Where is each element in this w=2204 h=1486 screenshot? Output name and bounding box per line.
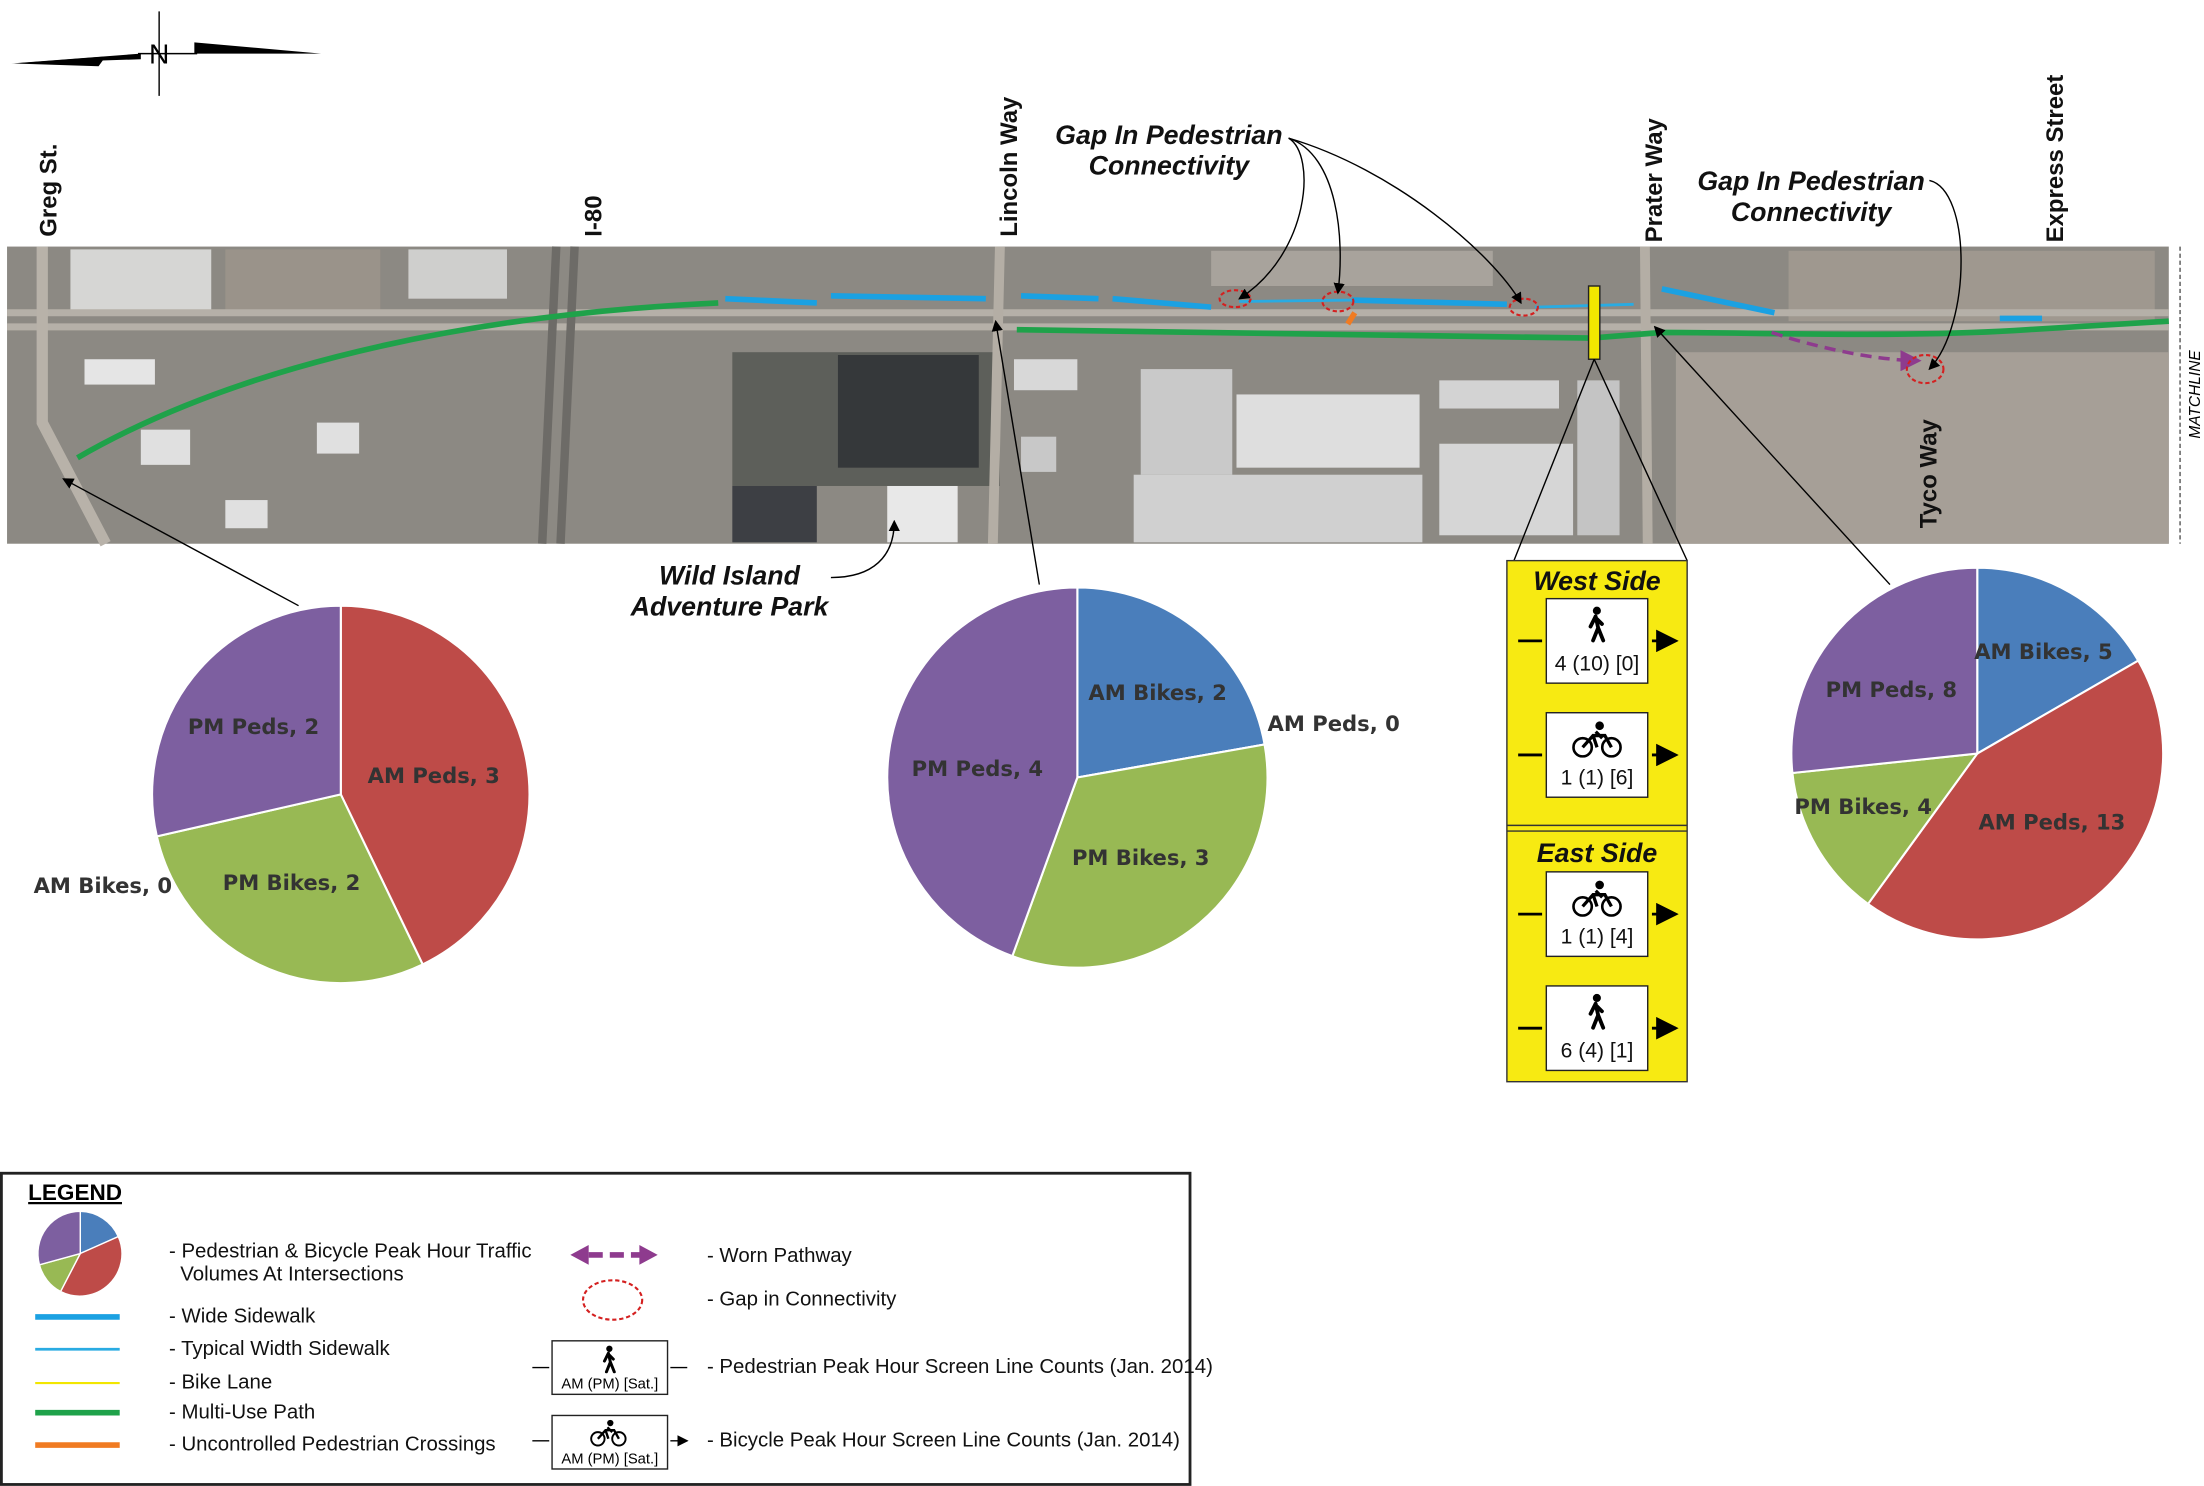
pie-slice [1010,743,1269,969]
slice-label: AM Peds, 13 [1978,810,2125,835]
count-text: 1 (1) [6] [1561,767,1634,790]
street-label: Prater Way [1641,117,1668,242]
slice-label: AM Bikes, 5 [1974,639,2112,664]
street-label: Greg St. [35,144,62,237]
street-label: Tyco Way [1915,418,1942,528]
legend-symbol-label: AM (PM) [Sat.] [561,1377,658,1393]
street-label: I-80 [580,195,607,236]
count-text: 6 (4) [1] [1561,1040,1634,1063]
slice-label: AM Bikes, 2 [1088,680,1226,705]
annotation: Adventure Park [630,592,830,622]
pie-slice [151,604,342,838]
annotation: Connectivity [1731,197,1893,227]
north-label: N [149,38,169,69]
slice-label: AM Bikes, 0 [34,873,172,898]
legend-item: - Bike Lane [169,1372,272,1394]
pie-slice [1976,566,2140,756]
slice-label: AM Peds, 0 [1268,711,1400,736]
pie-slice [155,793,425,985]
count-text: 1 (1) [4] [1561,926,1634,949]
pie-slice [1866,659,2165,941]
legend-item: Volumes At Intersections [180,1263,403,1285]
street-label: Lincoln Way [996,96,1023,237]
annotation: Gap In Pedestrian [1697,166,1924,196]
legend-title: LEGEND [28,1180,122,1205]
legend-item: - Pedestrian & Bicycle Peak Hour Traffic [169,1241,532,1263]
annotation: Connectivity [1089,151,1251,181]
north-arrow: N [11,11,322,96]
pie-slice [886,586,1079,958]
slice-label: PM Peds, 8 [1826,677,1957,702]
street-label: Express Street [2042,75,2069,243]
pie-slice [1790,566,1979,775]
aerial-map: Greg St. I-80 Lincoln Way Prater Way Express… [7,75,2204,547]
matchline-label: MATCHLINE [2187,350,2204,439]
slice-label: AM Peds, 3 [368,763,500,788]
legend-symbol-label: AM (PM) [Sat.] [561,1451,658,1467]
pie-slice [339,604,531,966]
legend-item: - Multi-Use Path [169,1401,315,1423]
legend-item: - Typical Width Sidewalk [169,1338,391,1360]
count-text: 4 (10) [0] [1555,652,1639,675]
annotation: Gap In Pedestrian [1055,120,1282,150]
pie-slice [1791,752,1980,906]
legend-item: - Bicycle Peak Hour Screen Line Counts (… [707,1429,1180,1451]
slice-label: PM Bikes, 3 [1072,845,1210,870]
slice-label: PM Bikes, 4 [1794,794,1932,819]
legend-item: - Worn Pathway [707,1245,853,1267]
slice-label: PM Bikes, 2 [223,870,361,895]
slice-label: PM Peds, 2 [188,714,319,739]
annotation: Wild Island [659,561,801,591]
side-title: West Side [1533,566,1660,596]
legend-item: - Wide Sidewalk [169,1306,316,1328]
side-title: East Side [1537,838,1658,868]
legend: LEGEND [0,1171,1192,1486]
pie-slice [1076,586,1266,779]
legend-item: - Gap in Connectivity [707,1289,897,1311]
slice-label: PM Peds, 4 [912,756,1043,781]
legend-item: - Uncontrolled Pedestrian Crossings [169,1434,496,1456]
legend-item: - Pedestrian Peak Hour Screen Line Count… [707,1356,1213,1378]
callouts [62,137,1962,607]
